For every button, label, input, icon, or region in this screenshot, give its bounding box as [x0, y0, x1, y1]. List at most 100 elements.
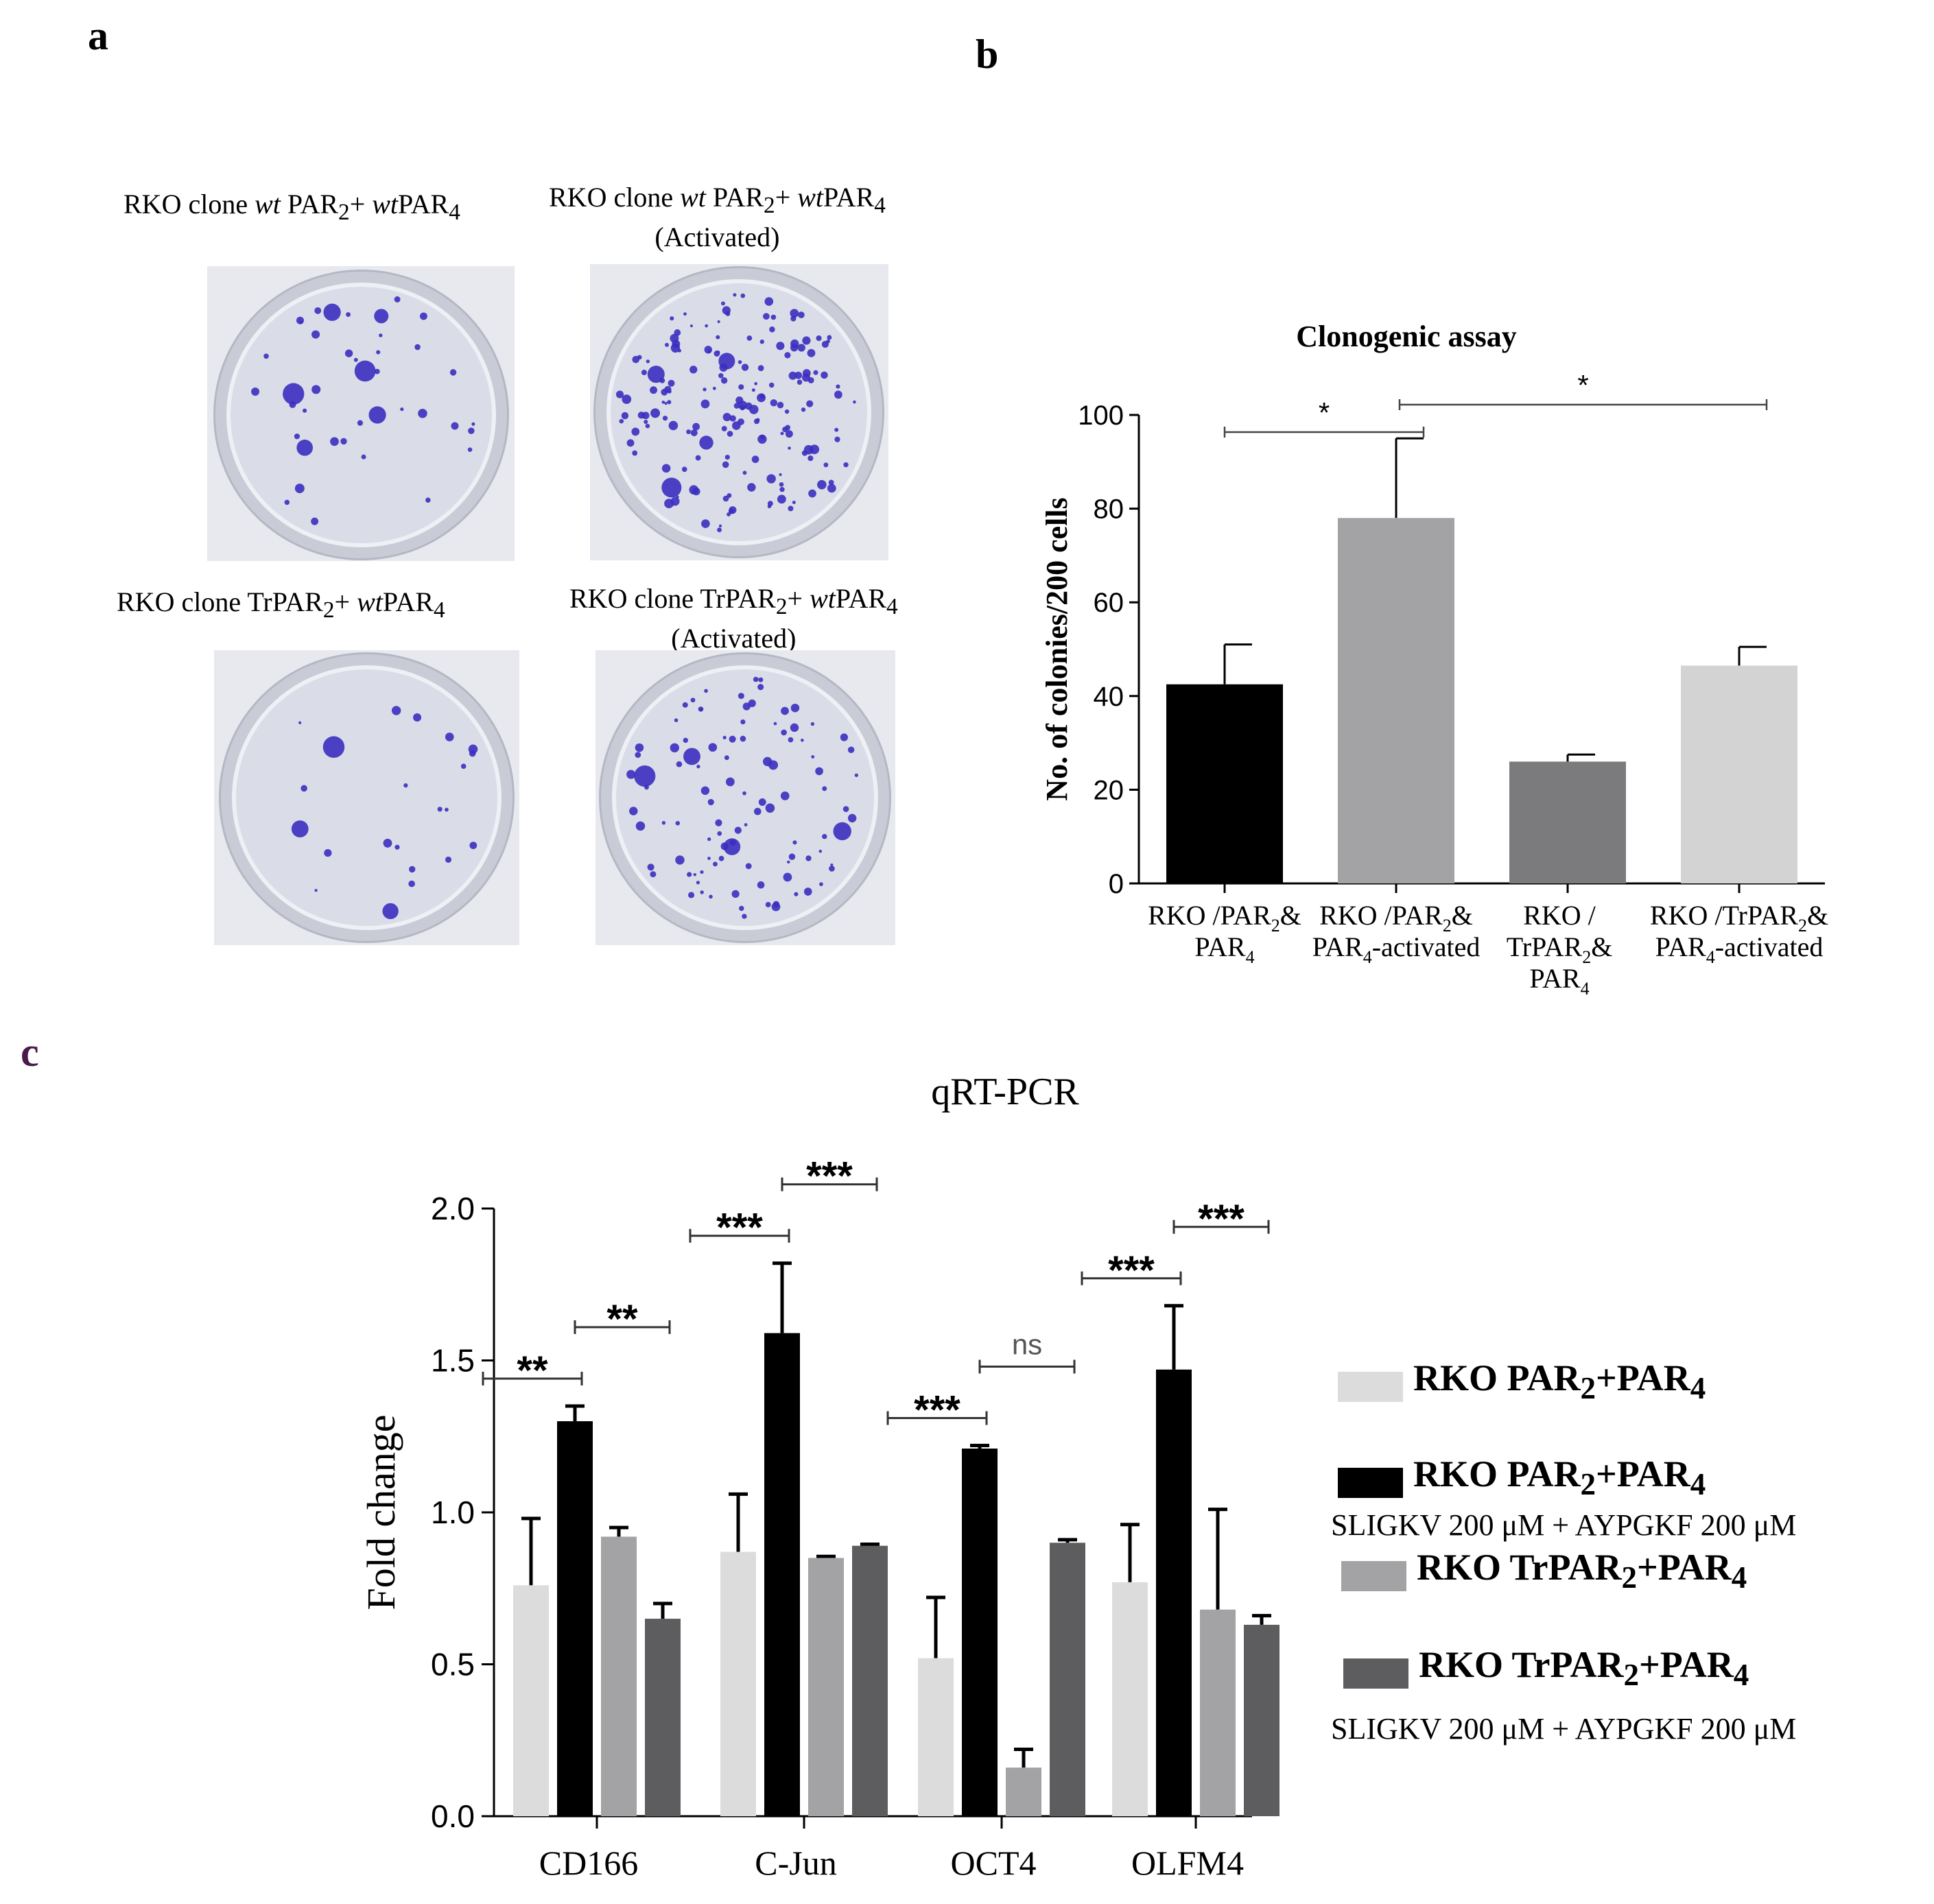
colony-dot — [785, 425, 791, 431]
bar — [1006, 1768, 1041, 1816]
y-tick-label: 0.5 — [431, 1647, 475, 1682]
colony-dot — [801, 407, 806, 412]
colony-dot — [744, 823, 748, 826]
dish-caption-3: RKO clone TrPAR2+ wtPAR4 — [117, 586, 445, 623]
colony-dot — [670, 743, 679, 752]
colony-dot — [847, 813, 857, 823]
colony-dot — [729, 735, 736, 743]
colony-dot — [692, 487, 700, 496]
significance-label: *** — [914, 1388, 960, 1433]
significance-label: *** — [1108, 1248, 1155, 1293]
colony-dot — [283, 383, 305, 405]
colony-dot — [675, 855, 685, 865]
colony-dot — [700, 890, 704, 894]
chart-title: qRT-PCR — [931, 1071, 1079, 1113]
colony-dot — [816, 335, 822, 342]
y-tick-label: 0 — [1109, 869, 1124, 899]
y-tick-label: 1.0 — [431, 1495, 475, 1530]
colony-dot — [767, 501, 773, 507]
colony-dot — [449, 369, 457, 376]
colony-dot — [788, 853, 796, 860]
colony-dot — [717, 320, 720, 324]
colony-dot — [298, 721, 302, 724]
colony-dot — [641, 370, 647, 376]
colony-dot — [773, 722, 777, 726]
colony-dot — [766, 474, 776, 484]
colony-dot — [712, 386, 716, 390]
y-tick-label: 40 — [1094, 682, 1124, 712]
x-tick-label: PAR4-activated — [1655, 931, 1824, 967]
y-tick-label: 80 — [1094, 495, 1124, 525]
colony-dot — [732, 421, 741, 430]
colony-dot — [413, 713, 422, 722]
x-tick-label: PAR4-activated — [1312, 931, 1481, 967]
colony-dot — [768, 760, 779, 770]
legend-swatch-3 — [1341, 1561, 1406, 1591]
colony-dot — [738, 384, 744, 390]
bar — [1166, 684, 1283, 883]
colony-dot — [445, 807, 449, 812]
colony-dot — [746, 335, 753, 341]
colony-dot — [792, 500, 796, 504]
colony-dot — [294, 484, 305, 494]
colony-dot — [724, 454, 730, 460]
colony-dot — [699, 436, 714, 450]
colony-dot — [251, 388, 260, 396]
bar — [601, 1536, 637, 1816]
colony-dot — [847, 746, 855, 753]
x-tick-label: PAR4 — [1194, 931, 1254, 967]
colony-dot — [468, 744, 478, 754]
colony-dot — [311, 517, 319, 525]
y-axis-label: Fold change — [359, 1414, 403, 1610]
colonies-3 — [291, 706, 478, 920]
colony-dot — [374, 368, 380, 374]
colony-dot — [818, 849, 823, 853]
colony-dot — [813, 370, 818, 375]
colony-dot — [394, 296, 401, 302]
colony-dot — [311, 385, 321, 394]
colony-dot — [834, 390, 842, 399]
colony-dot — [810, 722, 815, 726]
colony-dot — [792, 840, 797, 845]
colony-dot — [828, 479, 834, 486]
colony-dot — [668, 420, 679, 431]
x-tick-label: OCT4 — [951, 1844, 1037, 1882]
colony-dot — [765, 901, 771, 907]
colony-dot — [641, 412, 650, 420]
colonies-2 — [615, 293, 856, 533]
colony-dot — [708, 743, 718, 752]
colony-dot — [635, 752, 641, 758]
colony-dot — [646, 359, 650, 364]
dish-photo-2 — [590, 264, 888, 560]
colony-dot — [790, 344, 799, 352]
colony-dot — [827, 484, 836, 493]
colony-dot — [382, 903, 399, 920]
colony-dot — [722, 461, 729, 468]
colony-dot — [693, 873, 696, 877]
colony-dot — [460, 763, 467, 769]
colony-dot — [400, 407, 404, 412]
colony-dot — [741, 364, 749, 371]
colony-dot — [299, 320, 303, 324]
colony-dot — [784, 352, 791, 359]
legend-label-3: RKO TrPAR2+PAR4 — [1417, 1547, 1747, 1595]
colony-dot — [717, 527, 722, 533]
colony-dot — [289, 401, 296, 408]
colony-dot — [672, 340, 681, 348]
colony-dot — [748, 699, 756, 707]
colony-dot — [826, 339, 830, 344]
legend-note-2: SLIGKV 200 μM + AYPGKF 200 μM — [1331, 1508, 1797, 1542]
colony-dot — [779, 482, 784, 487]
colony-dot — [815, 767, 823, 776]
colony-dot — [759, 393, 765, 399]
colony-dot — [802, 373, 811, 382]
colony-dot — [687, 892, 695, 899]
dish-caption-4: RKO clone TrPAR2+ wtPAR4 (Activated) — [569, 583, 898, 654]
colony-dot — [765, 803, 775, 813]
colony-dot — [690, 698, 696, 703]
colony-dot — [811, 755, 815, 759]
colony-dot — [361, 454, 366, 460]
bar — [1244, 1624, 1279, 1816]
bar — [1509, 761, 1626, 883]
colony-dot — [729, 415, 736, 422]
